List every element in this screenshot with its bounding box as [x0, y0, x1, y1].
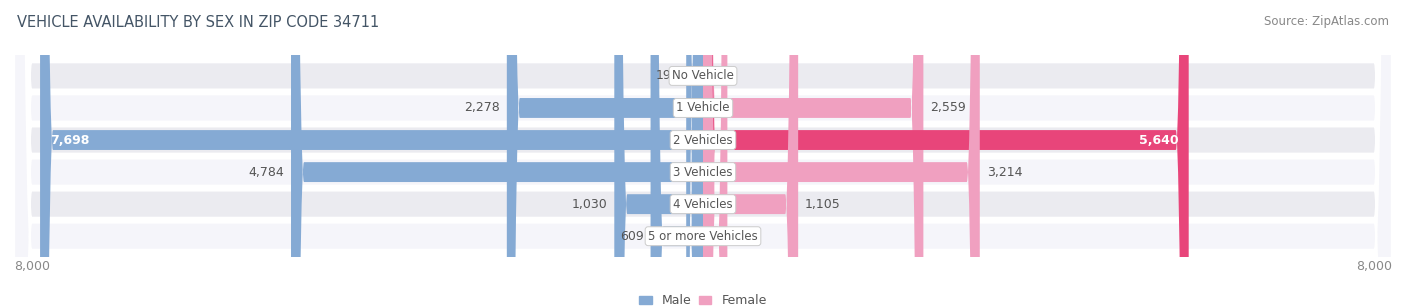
Text: 7: 7 — [710, 69, 718, 82]
Text: 8,000: 8,000 — [1355, 260, 1392, 273]
FancyBboxPatch shape — [703, 0, 799, 306]
FancyBboxPatch shape — [703, 0, 727, 306]
FancyBboxPatch shape — [291, 0, 703, 306]
Text: 4,784: 4,784 — [249, 166, 284, 179]
Text: 5 or more Vehicles: 5 or more Vehicles — [648, 230, 758, 243]
Text: 195: 195 — [655, 69, 679, 82]
FancyBboxPatch shape — [686, 0, 703, 306]
Text: No Vehicle: No Vehicle — [672, 69, 734, 82]
Text: 1 Vehicle: 1 Vehicle — [676, 102, 730, 114]
Text: VEHICLE AVAILABILITY BY SEX IN ZIP CODE 34711: VEHICLE AVAILABILITY BY SEX IN ZIP CODE … — [17, 15, 380, 30]
Text: 1,105: 1,105 — [806, 198, 841, 211]
Text: 3 Vehicles: 3 Vehicles — [673, 166, 733, 179]
FancyBboxPatch shape — [39, 0, 703, 306]
FancyBboxPatch shape — [14, 0, 1392, 306]
Text: 3,214: 3,214 — [987, 166, 1022, 179]
Text: 283: 283 — [734, 230, 758, 243]
Text: 8,000: 8,000 — [14, 260, 51, 273]
FancyBboxPatch shape — [703, 0, 980, 306]
FancyBboxPatch shape — [506, 0, 703, 306]
Text: 4 Vehicles: 4 Vehicles — [673, 198, 733, 211]
FancyBboxPatch shape — [651, 0, 703, 306]
Text: 2,278: 2,278 — [464, 102, 501, 114]
Text: 609: 609 — [620, 230, 644, 243]
FancyBboxPatch shape — [703, 0, 1188, 306]
Legend: Male, Female: Male, Female — [640, 294, 766, 306]
FancyBboxPatch shape — [14, 0, 1392, 306]
Text: 2 Vehicles: 2 Vehicles — [673, 133, 733, 147]
FancyBboxPatch shape — [14, 0, 1392, 306]
Text: 1,030: 1,030 — [572, 198, 607, 211]
FancyBboxPatch shape — [14, 0, 1392, 306]
Text: Source: ZipAtlas.com: Source: ZipAtlas.com — [1264, 15, 1389, 28]
FancyBboxPatch shape — [703, 0, 924, 306]
Text: 7,698: 7,698 — [51, 133, 90, 147]
FancyBboxPatch shape — [614, 0, 703, 306]
Text: 2,559: 2,559 — [931, 102, 966, 114]
FancyBboxPatch shape — [14, 0, 1392, 306]
FancyBboxPatch shape — [14, 0, 1392, 306]
Text: 5,640: 5,640 — [1139, 133, 1178, 147]
